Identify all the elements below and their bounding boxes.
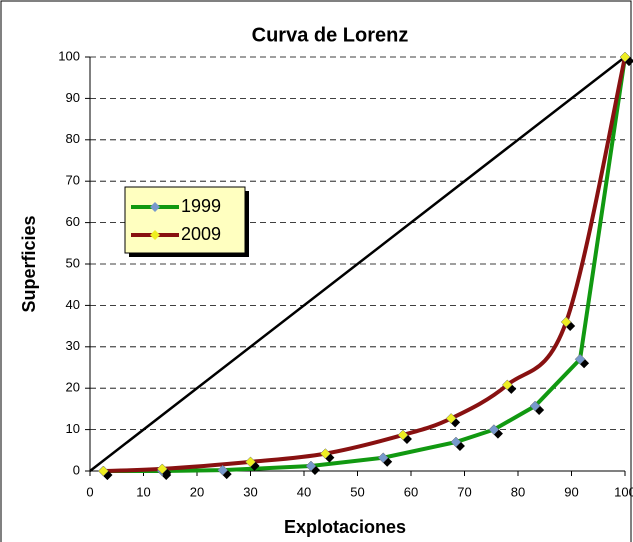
marker-shadow xyxy=(624,56,633,66)
y-tick-label: 90 xyxy=(66,90,80,105)
y-tick-label: 30 xyxy=(66,338,80,353)
y-tick-label: 60 xyxy=(66,214,80,229)
marker xyxy=(320,448,331,459)
y-tick-label: 0 xyxy=(73,462,80,477)
marker xyxy=(488,424,500,435)
legend-box xyxy=(124,186,246,254)
x-tick-label: 80 xyxy=(511,484,525,499)
y-tick-label: 20 xyxy=(66,380,80,395)
x-tick-label: 70 xyxy=(457,484,471,499)
series-line xyxy=(103,56,627,473)
y-tick-label: 10 xyxy=(66,421,80,436)
x-tick-label: 50 xyxy=(350,484,364,499)
marker xyxy=(397,429,409,441)
legend-label: 1999 xyxy=(181,196,221,216)
marker xyxy=(450,436,462,448)
x-tick-label: 20 xyxy=(190,484,204,499)
marker xyxy=(619,51,631,63)
series-line xyxy=(103,56,627,473)
chart-title: Curva de Lorenz xyxy=(252,24,409,46)
y-tick-label: 50 xyxy=(66,255,80,270)
x-tick-label: 100 xyxy=(614,484,633,499)
y-tick-label: 100 xyxy=(58,48,80,63)
x-tick-label: 60 xyxy=(404,484,418,499)
x-tick-label: 0 xyxy=(86,484,93,499)
legend-marker xyxy=(150,230,160,240)
legend: 1999 2009 xyxy=(124,186,249,257)
marker xyxy=(574,353,586,365)
y-tick-label: 40 xyxy=(66,297,80,312)
marker xyxy=(529,400,541,412)
y-axis-label: Superficies xyxy=(19,215,39,312)
series-line xyxy=(89,56,626,472)
marker xyxy=(305,460,317,472)
legend-label: 2009 xyxy=(181,224,221,244)
marker xyxy=(245,456,256,468)
marker xyxy=(156,463,168,475)
y-tick-label: 80 xyxy=(66,131,80,146)
marker xyxy=(98,465,109,477)
marker xyxy=(377,452,389,464)
marker xyxy=(445,413,457,424)
marker xyxy=(217,464,229,476)
marker xyxy=(560,316,572,328)
legend-marker xyxy=(150,202,160,212)
marker xyxy=(501,379,513,391)
x-axis-label: Explotaciones xyxy=(284,517,406,537)
x-tick-label: 10 xyxy=(136,484,150,499)
x-tick-label: 90 xyxy=(564,484,578,499)
x-tick-label: 40 xyxy=(297,484,311,499)
x-tick-label: 30 xyxy=(243,484,257,499)
y-tick-label: 70 xyxy=(66,173,80,188)
